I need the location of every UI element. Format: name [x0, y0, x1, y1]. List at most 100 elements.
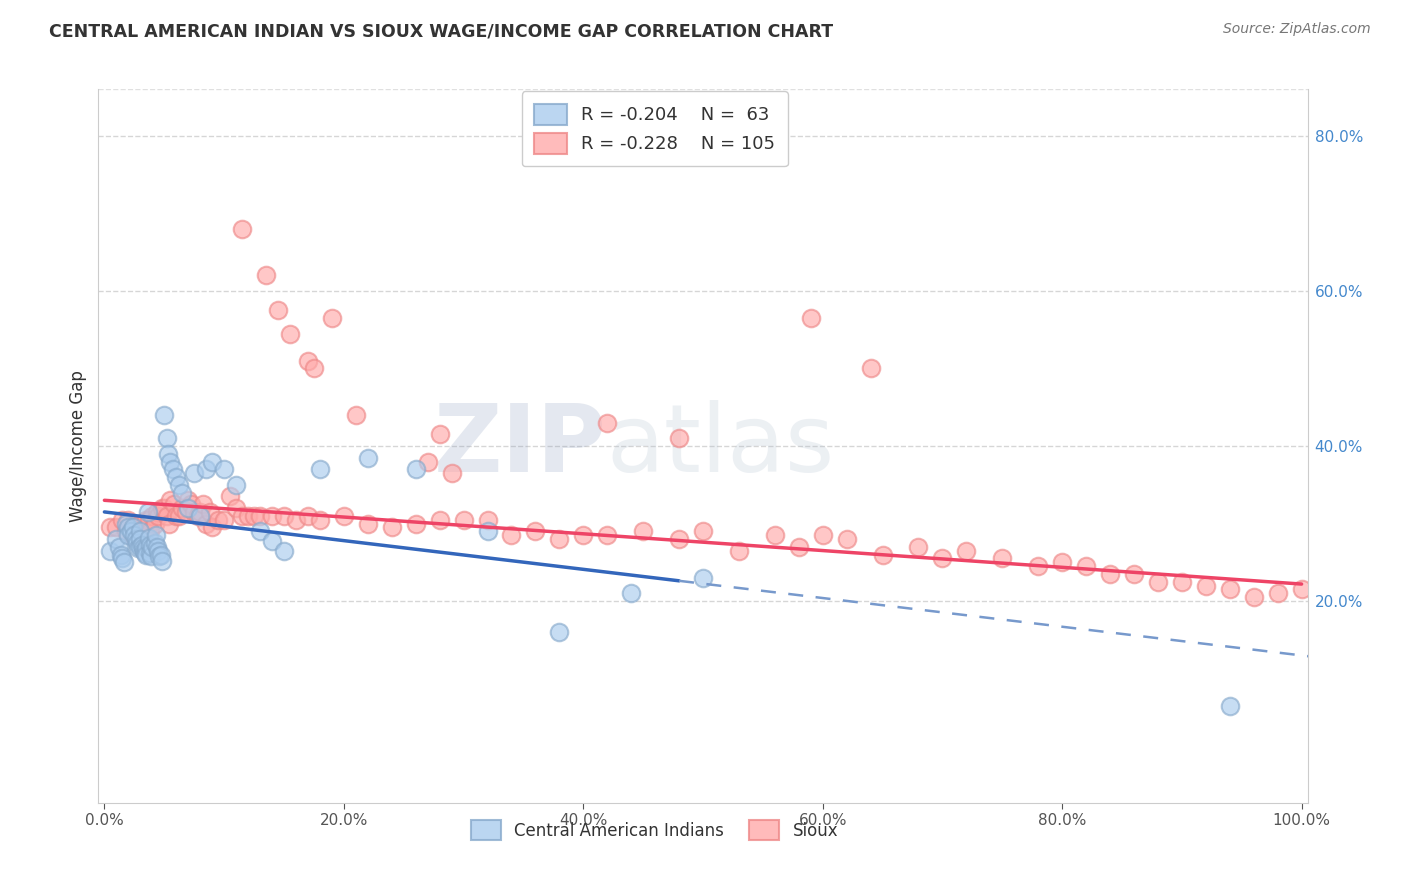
Point	[162, 462, 184, 476]
Point	[138, 531, 160, 545]
Text: Source: ZipAtlas.com: Source: ZipAtlas.com	[1223, 22, 1371, 37]
Point	[129, 532, 152, 546]
Point	[129, 540, 152, 554]
Point	[1074, 559, 1097, 574]
Point	[148, 549, 170, 563]
Point	[127, 541, 149, 556]
Point	[111, 551, 134, 566]
Point	[195, 462, 218, 476]
Point	[134, 524, 156, 539]
Point	[139, 549, 162, 563]
Point	[117, 513, 139, 527]
Point	[141, 540, 163, 554]
Point	[811, 528, 834, 542]
Point	[991, 551, 1014, 566]
Point	[254, 268, 277, 283]
Point	[124, 532, 146, 546]
Point	[156, 431, 179, 445]
Point	[153, 501, 176, 516]
Point	[156, 508, 179, 523]
Point	[692, 524, 714, 539]
Point	[146, 540, 169, 554]
Point	[931, 551, 953, 566]
Point	[1219, 582, 1241, 597]
Point	[150, 554, 173, 568]
Point	[201, 520, 224, 534]
Point	[267, 303, 290, 318]
Point	[129, 516, 152, 531]
Point	[132, 543, 155, 558]
Point	[177, 493, 200, 508]
Point	[135, 548, 157, 562]
Point	[135, 541, 157, 556]
Point	[188, 508, 211, 523]
Point	[172, 485, 194, 500]
Point	[191, 497, 214, 511]
Point	[1026, 559, 1049, 574]
Point	[167, 508, 190, 523]
Point	[405, 516, 427, 531]
Point	[955, 543, 977, 558]
Point	[1195, 579, 1218, 593]
Text: ZIP: ZIP	[433, 400, 606, 492]
Point	[112, 555, 135, 569]
Point	[763, 528, 786, 542]
Point	[124, 528, 146, 542]
Point	[302, 361, 325, 376]
Y-axis label: Wage/Income Gap: Wage/Income Gap	[69, 370, 87, 522]
Point	[273, 508, 295, 523]
Point	[146, 505, 169, 519]
Point	[1243, 591, 1265, 605]
Point	[198, 505, 221, 519]
Point	[596, 416, 619, 430]
Point	[127, 520, 149, 534]
Point	[321, 311, 343, 326]
Point	[150, 501, 173, 516]
Point	[236, 508, 259, 523]
Point	[195, 516, 218, 531]
Point	[145, 528, 167, 542]
Point	[501, 528, 523, 542]
Point	[143, 516, 166, 531]
Point	[117, 528, 139, 542]
Point	[159, 454, 181, 468]
Point	[124, 520, 146, 534]
Point	[201, 454, 224, 468]
Point	[297, 353, 319, 368]
Point	[1219, 698, 1241, 713]
Point	[728, 543, 751, 558]
Point	[231, 222, 253, 236]
Point	[148, 508, 170, 523]
Point	[381, 520, 404, 534]
Point	[120, 528, 142, 542]
Point	[309, 462, 332, 476]
Point	[165, 508, 187, 523]
Point	[156, 447, 179, 461]
Point	[668, 532, 690, 546]
Point	[1267, 586, 1289, 600]
Point	[1147, 574, 1170, 589]
Point	[183, 505, 205, 519]
Point	[219, 490, 242, 504]
Point	[278, 326, 301, 341]
Point	[1099, 566, 1122, 581]
Point	[477, 524, 499, 539]
Point	[125, 536, 148, 550]
Point	[131, 538, 153, 552]
Point	[225, 477, 247, 491]
Point	[907, 540, 929, 554]
Point	[212, 513, 235, 527]
Point	[453, 513, 475, 527]
Point	[1123, 566, 1146, 581]
Point	[357, 516, 380, 531]
Point	[405, 462, 427, 476]
Point	[243, 508, 266, 523]
Point	[143, 536, 166, 550]
Point	[115, 516, 138, 531]
Point	[122, 520, 145, 534]
Point	[249, 508, 271, 523]
Point	[212, 462, 235, 476]
Point	[110, 548, 132, 562]
Point	[631, 524, 654, 539]
Point	[138, 513, 160, 527]
